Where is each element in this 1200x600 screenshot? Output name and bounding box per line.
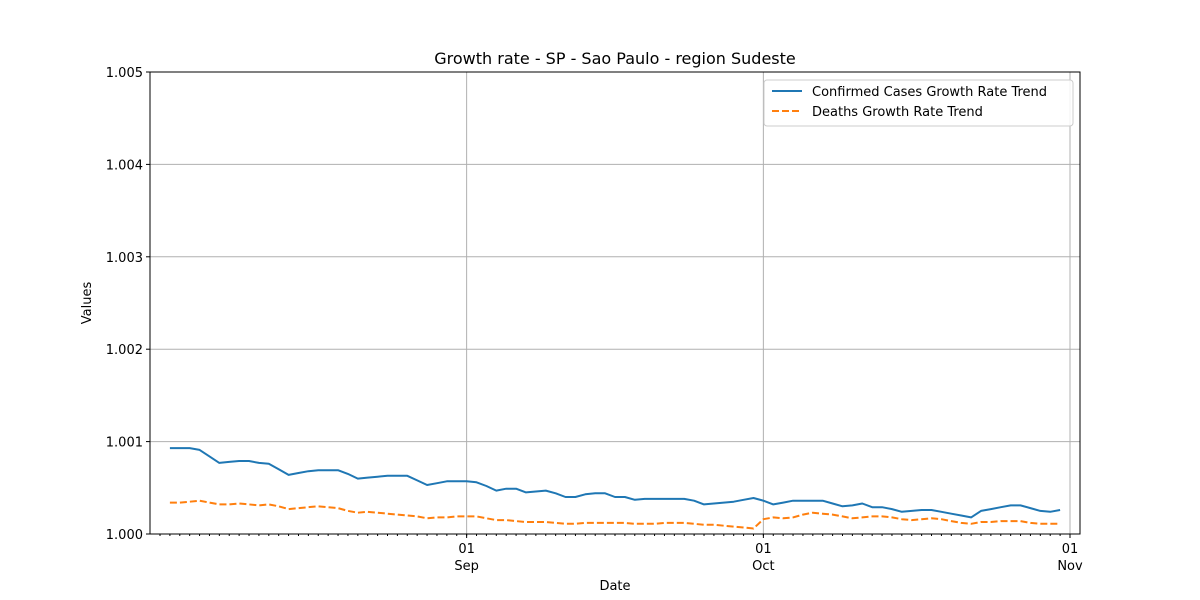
x-tick-day-label: 01 [1062,542,1079,557]
series-layer [169,447,1061,530]
x-axis: 01 Sep 01 Oct 01 Nov [159,534,1083,574]
y-tick-label: 1.001 [106,436,143,451]
legend-label-deaths: Deaths Growth Rate Trend [812,105,983,120]
y-tick-label: 1.000 [106,528,143,543]
series-line-deaths [169,499,1061,530]
y-axis: 1.000 1.001 1.002 1.003 1.004 1.005 [106,66,150,543]
series-line-confirmed [169,447,1061,519]
x-tick-day-label: 01 [755,542,772,557]
legend-box [763,79,1074,127]
y-tick-label: 1.003 [106,251,143,266]
x-axis-label: Date [599,579,630,594]
chart-title: Growth rate - SP - Sao Paulo - region Su… [434,49,796,68]
x-tick-month-label: Nov [1057,559,1083,574]
y-tick-label: 1.002 [106,343,143,358]
x-tick-day-label: 01 [458,542,475,557]
y-axis-label: Values [80,282,95,325]
legend: Confirmed Cases Growth Rate Trend Deaths… [763,79,1074,127]
legend-label-confirmed: Confirmed Cases Growth Rate Trend [812,85,1047,100]
y-tick-label: 1.005 [106,66,143,81]
x-tick-month-label: Sep [454,559,479,574]
x-tick-month-label: Oct [752,559,774,574]
y-tick-label: 1.004 [106,158,143,173]
